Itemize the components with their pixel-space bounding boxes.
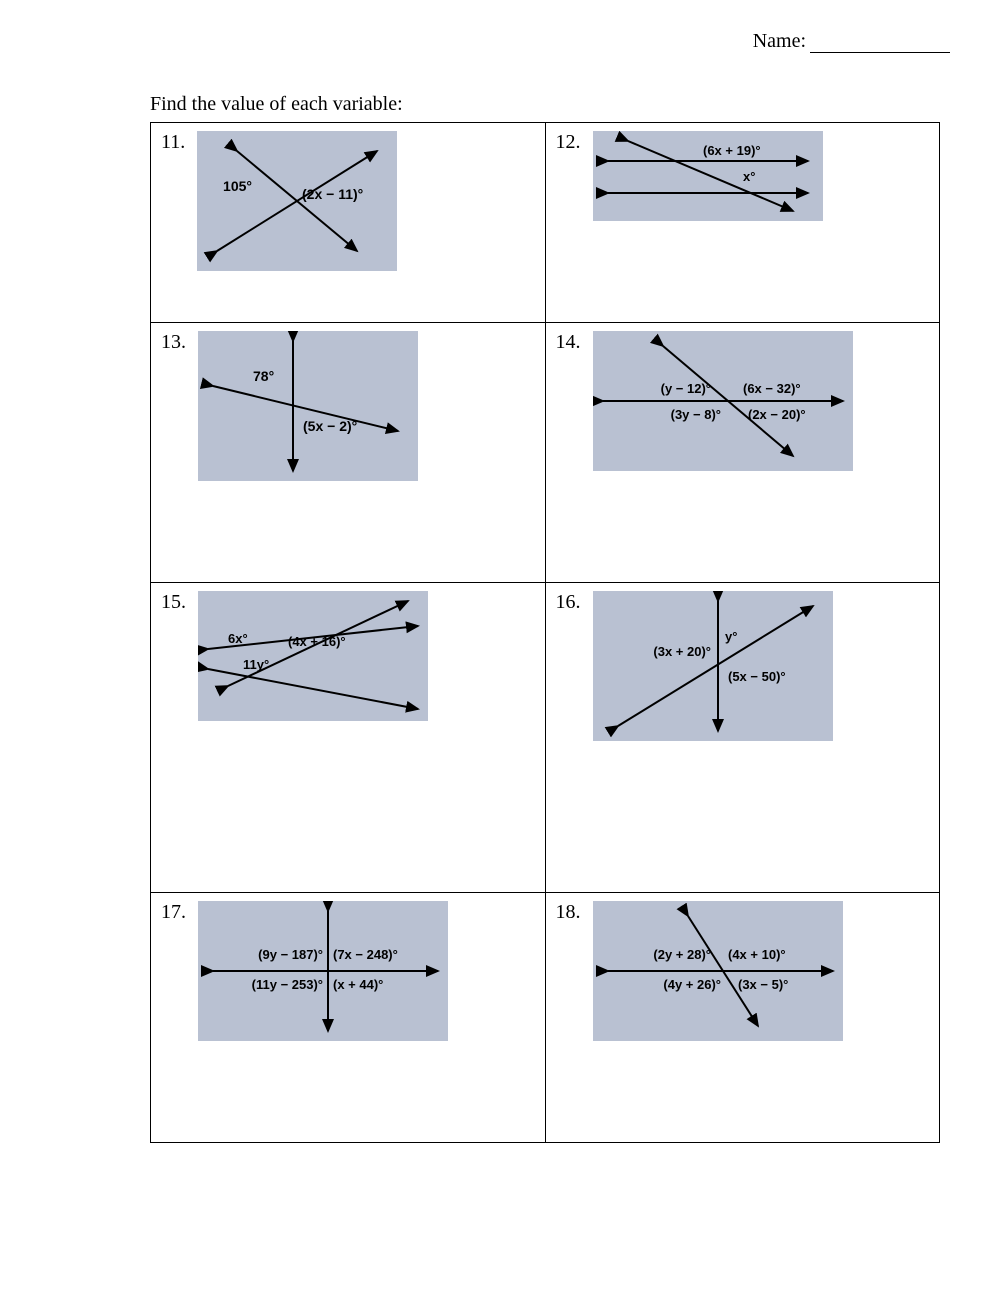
angle-label: (3x + 20)° <box>653 644 711 659</box>
angle-label: 6x° <box>228 631 248 646</box>
angle-label: y° <box>725 629 737 644</box>
angle-label: (7x − 248)° <box>333 947 398 962</box>
cell-15: 15. 6x° (4x + 16)° 11y° <box>151 583 546 893</box>
instruction-text: Find the value of each variable: <box>150 93 960 116</box>
problem-number: 11. <box>161 131 185 154</box>
angle-label: (2x − 20)° <box>748 407 806 422</box>
cell-14: 14. (y − 12)° (6x − 32)° (3y − 8)° (2x −… <box>545 323 940 583</box>
angle-label: (y − 12)° <box>660 381 710 396</box>
angle-label: 105° <box>223 178 252 194</box>
figure-11: 105° (2x − 11)° <box>197 131 397 271</box>
problem-number: 12. <box>556 131 581 154</box>
angle-label: 78° <box>253 368 274 384</box>
cell-13: 13. 78° (5x − 2)° <box>151 323 546 583</box>
angle-label: (6x + 19)° <box>703 143 761 158</box>
cell-16: 16. (3x + 20)° y° (5x − 50)° <box>545 583 940 893</box>
problem-grid: 11. 105° (2x − 11)° <box>150 122 940 1143</box>
angle-label: (2x − 11)° <box>302 186 363 202</box>
problem-number: 17. <box>161 901 186 924</box>
figure-16: (3x + 20)° y° (5x − 50)° <box>593 591 833 741</box>
problem-number: 16. <box>556 591 581 614</box>
worksheet-page: Name: Find the value of each variable: 1… <box>0 0 1000 1183</box>
figure-15: 6x° (4x + 16)° 11y° <box>198 591 428 721</box>
angle-label: 11y° <box>243 657 269 672</box>
angle-label: x° <box>743 169 755 184</box>
angle-label: (9y − 187)° <box>258 947 323 962</box>
angle-label: (4x + 16)° <box>288 634 346 649</box>
angle-label: (2y + 28)° <box>653 947 711 962</box>
problem-number: 18. <box>556 901 581 924</box>
figure-18: (2y + 28)° (4x + 10)° (4y + 26)° (3x − 5… <box>593 901 843 1041</box>
problem-number: 13. <box>161 331 186 354</box>
angle-label: (5x − 2)° <box>303 418 357 434</box>
angle-label: (3x − 5)° <box>738 977 788 992</box>
angle-label: (x + 44)° <box>333 977 383 992</box>
figure-12: (6x + 19)° x° <box>593 131 823 221</box>
name-blank-line[interactable] <box>810 52 950 53</box>
name-row: Name: <box>40 30 960 53</box>
angle-label: (4x + 10)° <box>728 947 786 962</box>
angle-label: (6x − 32)° <box>743 381 801 396</box>
cell-11: 11. 105° (2x − 11)° <box>151 123 546 323</box>
figure-14: (y − 12)° (6x − 32)° (3y − 8)° (2x − 20)… <box>593 331 853 471</box>
angle-label: (4y + 26)° <box>663 977 721 992</box>
angle-label: (11y − 253)° <box>252 977 323 992</box>
name-label: Name: <box>753 30 806 52</box>
cell-18: 18. (2y + 28)° (4x + 10)° (4y + 26)° (3x… <box>545 893 940 1143</box>
figure-13: 78° (5x − 2)° <box>198 331 418 481</box>
cell-12: 12. (6x + 19)° x° <box>545 123 940 323</box>
angle-label: (3y − 8)° <box>670 407 720 422</box>
figure-17: (9y − 187)° (7x − 248)° (11y − 253)° (x … <box>198 901 448 1041</box>
problem-number: 14. <box>556 331 581 354</box>
cell-17: 17. (9y − 187)° (7x − 248)° (11y − 253)°… <box>151 893 546 1143</box>
angle-label: (5x − 50)° <box>728 669 786 684</box>
problem-number: 15. <box>161 591 186 614</box>
